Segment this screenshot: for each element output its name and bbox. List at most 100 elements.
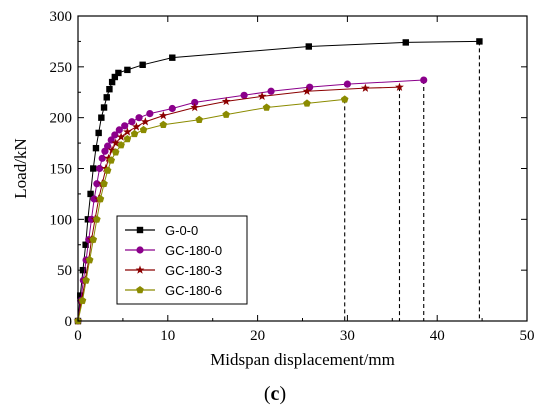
legend-marker <box>136 246 144 254</box>
data-point <box>104 153 113 163</box>
data-point <box>168 104 176 113</box>
data-point <box>82 276 90 284</box>
data-point <box>115 69 122 77</box>
data-point <box>169 54 176 61</box>
data-point <box>93 180 101 188</box>
data-point <box>93 215 101 223</box>
data-point <box>121 122 129 130</box>
data-point <box>111 131 119 139</box>
data-point <box>90 195 98 203</box>
y-tick-label: 50 <box>57 263 72 279</box>
data-point <box>100 104 108 111</box>
data-point <box>128 118 136 126</box>
x-tick-label: 30 <box>340 328 355 344</box>
legend-label: GC-180-3 <box>165 263 222 278</box>
data-point <box>104 142 112 150</box>
data-point <box>395 82 404 91</box>
data-point <box>303 99 311 107</box>
y-axis-title: Load/kN <box>11 138 30 198</box>
data-point <box>98 114 105 121</box>
y-tick-label: 200 <box>50 111 73 127</box>
legend-marker <box>136 226 144 234</box>
data-point <box>305 43 312 50</box>
data-point <box>111 138 121 147</box>
y-tick-label: 250 <box>50 60 73 76</box>
y-tick-label: 0 <box>65 314 73 330</box>
caption-letter: c <box>270 383 280 405</box>
data-point <box>135 114 143 122</box>
data-point <box>476 38 483 45</box>
legend: G-0-0 GC-180-0 GC-180-3 GC-180-6 <box>116 215 248 305</box>
data-point <box>103 94 110 101</box>
x-tick-label: 0 <box>74 328 82 344</box>
x-tick-label: 50 <box>520 328 535 344</box>
legend-label: GC-180-0 <box>165 243 222 258</box>
y-tick-label: 300 <box>50 9 73 25</box>
data-point <box>159 120 168 129</box>
data-point <box>107 156 116 164</box>
data-point <box>82 241 89 248</box>
legend-marker <box>135 265 145 274</box>
data-point <box>108 78 116 86</box>
data-point <box>340 95 349 103</box>
data-point <box>95 129 102 137</box>
data-point <box>111 73 119 81</box>
data-point <box>123 127 132 136</box>
data-point <box>146 110 154 118</box>
series-group <box>73 38 483 325</box>
x-axis-title: Midspan displacement/mm <box>210 350 395 369</box>
data-point <box>139 125 148 134</box>
data-point <box>90 165 97 172</box>
data-point <box>89 235 98 243</box>
data-point <box>103 166 112 174</box>
data-point <box>106 86 113 93</box>
x-tick-label: 40 <box>430 328 445 344</box>
data-point <box>107 145 117 154</box>
data-point <box>222 110 230 118</box>
data-point <box>190 102 200 112</box>
x-tick-label: 10 <box>160 328 175 344</box>
ultimate-dashed-lines <box>344 41 480 321</box>
data-point <box>130 129 139 138</box>
data-point <box>132 122 141 131</box>
data-point <box>123 135 132 143</box>
data-point <box>139 61 146 68</box>
data-point <box>111 148 120 156</box>
data-point <box>420 76 428 84</box>
data-point <box>116 132 126 141</box>
data-point <box>115 126 123 134</box>
data-point <box>87 190 94 198</box>
data-point <box>221 96 231 106</box>
data-point <box>117 141 125 149</box>
data-point <box>98 154 106 162</box>
x-tick-label: 20 <box>250 328 265 344</box>
data-point <box>257 91 267 101</box>
series-3 <box>74 95 349 325</box>
data-point <box>302 86 312 95</box>
figure-caption: (c) <box>263 383 287 405</box>
y-tick-label: 150 <box>50 162 73 178</box>
data-point <box>306 83 314 91</box>
data-point <box>262 103 271 111</box>
data-point <box>402 39 409 46</box>
series-line <box>77 40 480 322</box>
series-0 <box>74 38 483 325</box>
data-point <box>100 179 108 187</box>
data-point <box>140 117 150 126</box>
axes: 0 10 20 30 40 50 0 50 100 150 200 250 300 Midspan dis… <box>11 9 535 369</box>
data-point <box>240 91 248 99</box>
data-point <box>267 87 275 95</box>
data-point <box>96 195 105 203</box>
data-point <box>360 83 370 92</box>
legend-marker <box>136 286 144 294</box>
data-point <box>95 164 104 173</box>
data-point <box>195 115 204 123</box>
data-point <box>191 98 199 107</box>
data-point <box>85 256 94 264</box>
legend-label: G-0-0 <box>165 223 198 238</box>
data-point <box>92 144 100 152</box>
data-point <box>343 80 351 88</box>
data-point <box>124 66 131 74</box>
data-point <box>78 296 87 304</box>
